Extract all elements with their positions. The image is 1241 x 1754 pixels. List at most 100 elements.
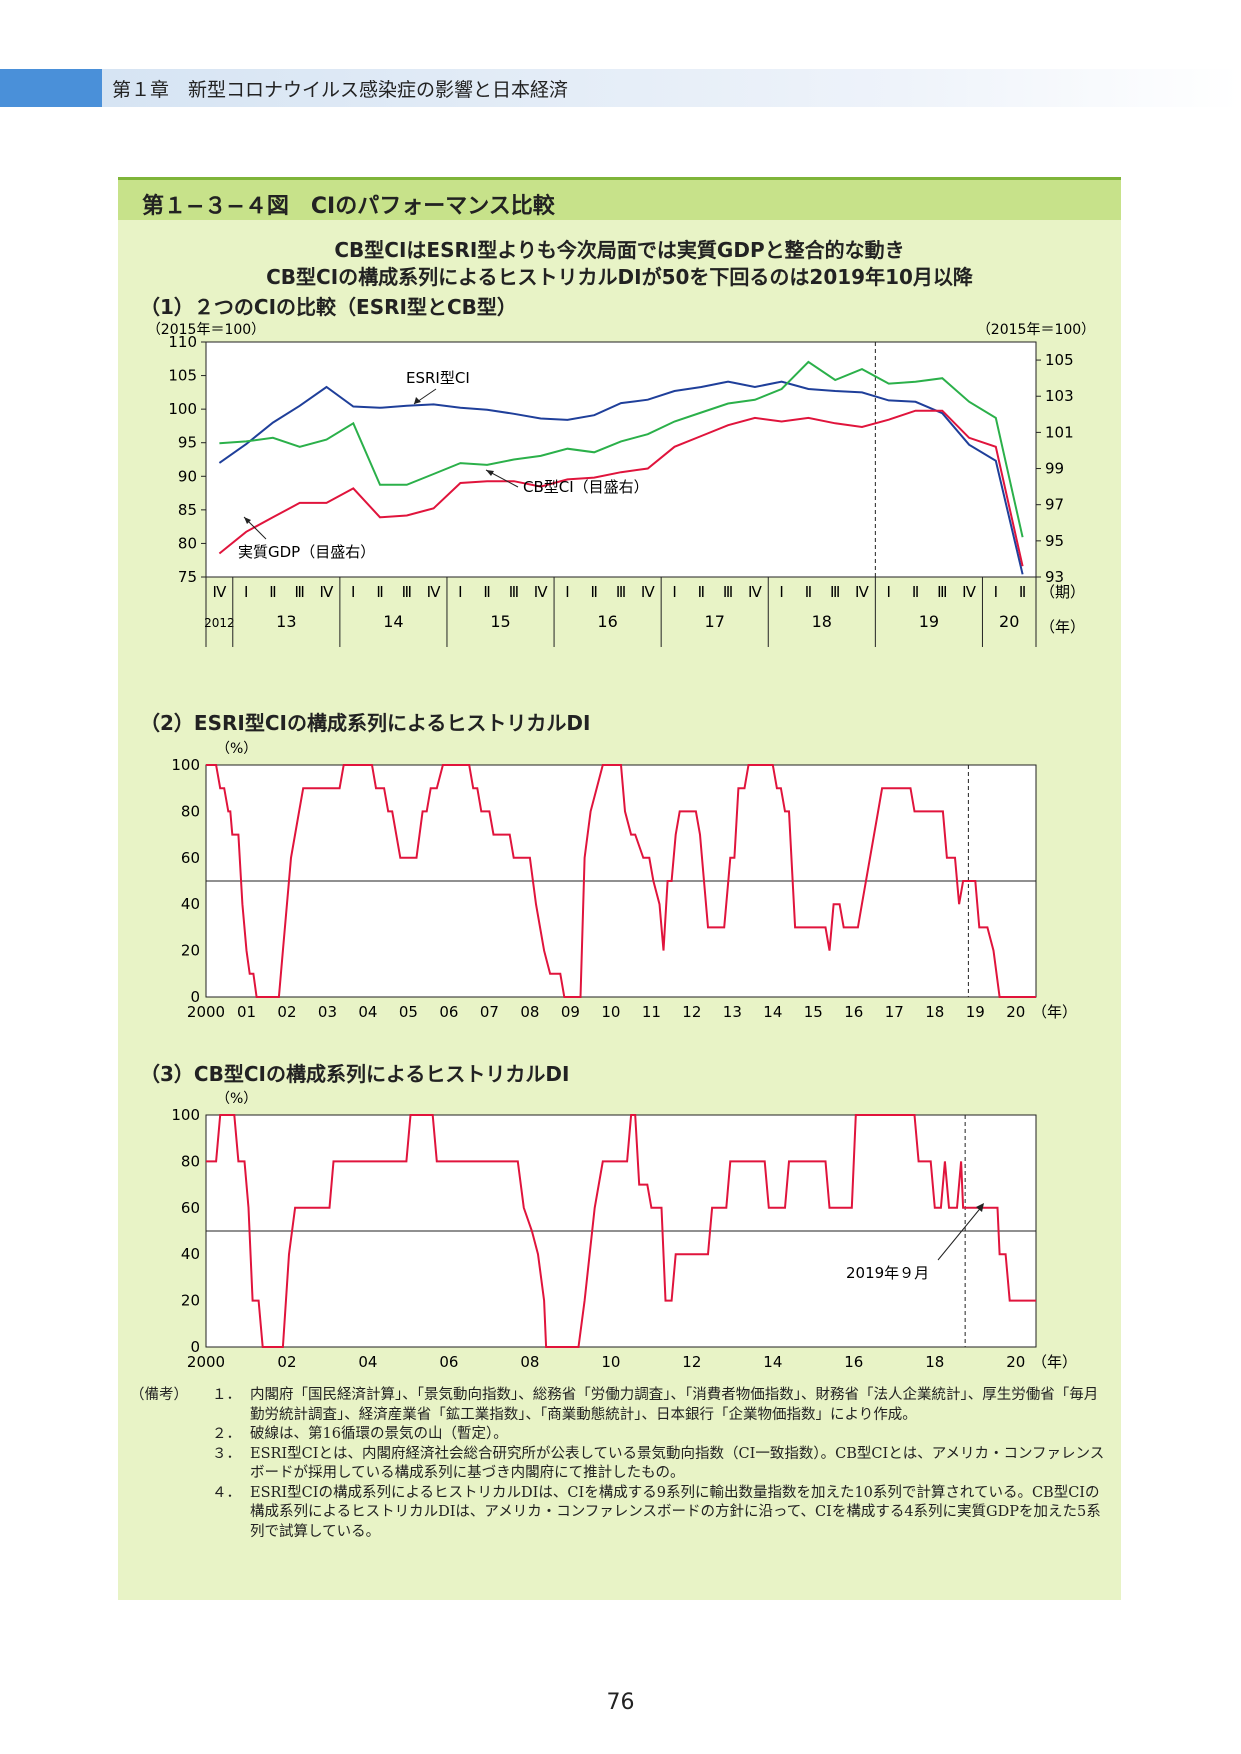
figure-headline-1: CB型CIはESRI型よりも今次局面では実質GDPと整合的な動き bbox=[334, 238, 905, 262]
chart1-left-tick-label: 100 bbox=[168, 400, 197, 418]
page-number: 76 bbox=[606, 1690, 635, 1715]
figure-header: 第１−３−４図 CIのパフォーマンス比較 bbox=[118, 177, 1121, 220]
chart1-quarter-label: Ⅱ bbox=[376, 583, 383, 601]
chart2-x-tick-label: 20 bbox=[1006, 1003, 1025, 1021]
chart1-quarter-label: Ⅲ bbox=[830, 583, 840, 601]
chart1-title: （1）２つのCIの比較（ESRI型とCB型） bbox=[140, 295, 517, 319]
chart1-ci-comparison: （2015年＝100） （2015年＝100） 75 80 85 90 95 100 105 11… bbox=[147, 322, 1095, 647]
chart1-year-label: 17 bbox=[705, 612, 725, 631]
note-2-number: ２． bbox=[212, 1426, 241, 1442]
chart1-left-tick-label: 85 bbox=[178, 501, 197, 519]
chart1-quarter-label: Ⅳ bbox=[962, 583, 976, 601]
figure-panel: 第１−３−４図 CIのパフォーマンス比較 CB型CIはESRI型よりも今次局面で… bbox=[118, 177, 1121, 1600]
chart2-y-tick-label: 80 bbox=[181, 802, 200, 820]
chart1-quarter-label: Ⅱ bbox=[1019, 583, 1026, 601]
chapter-header: 第１章 新型コロナウイルス感染症の影響と日本経済 bbox=[0, 69, 1241, 107]
chart3-di-line bbox=[206, 1114, 1036, 1348]
chart3-x-tick-label: 18 bbox=[925, 1353, 944, 1371]
chart1-year-axis-unit: （年） bbox=[1040, 618, 1085, 636]
chart2-x-tick-label: 08 bbox=[520, 1003, 539, 1021]
chart3-x-tick-label: 10 bbox=[601, 1353, 620, 1371]
chart1-year-label: 18 bbox=[812, 612, 832, 631]
chart2-x-tick-label: 15 bbox=[804, 1003, 823, 1021]
chart1-quarter-label: Ⅰ bbox=[994, 583, 998, 601]
note-4-number: ４． bbox=[212, 1484, 241, 1501]
note-2: ２． 破線は、第16循環の景気の山（暫定）。 bbox=[130, 1425, 1110, 1445]
chart2-x-tick-label: 07 bbox=[480, 1003, 499, 1021]
chart3-x-tick-label: 16 bbox=[844, 1353, 863, 1371]
chart2-x-tick-label: 05 bbox=[399, 1003, 418, 1021]
chart1-quarter-label: Ⅱ bbox=[805, 583, 812, 601]
chart3-x-tick-label: 14 bbox=[763, 1353, 782, 1371]
chart1-quarter-label: Ⅰ bbox=[887, 583, 891, 601]
chart3-cb-historical-di: （%） 0 20 40 60 80 100 2000 02 04 06 08 10 12 14 16 18 20 （… bbox=[171, 1091, 1077, 1371]
chart2-y-tick-label: 40 bbox=[181, 895, 200, 913]
chart2-y-tick-label: 60 bbox=[181, 849, 200, 867]
chart2-x-tick-label: 06 bbox=[439, 1003, 458, 1021]
chart2-x-tick-label: 18 bbox=[925, 1003, 944, 1021]
chart1-quarter-label: Ⅲ bbox=[402, 583, 412, 601]
chart1-quarter-label: Ⅳ bbox=[855, 583, 869, 601]
note-2-text: 破線は、第16循環の景気の山（暫定）。 bbox=[250, 1426, 508, 1442]
chart1-right-tick-label: 99 bbox=[1045, 460, 1064, 478]
chart3-annotation-label: 2019年９月 bbox=[846, 1264, 929, 1282]
chart1-left-tick-label: 75 bbox=[178, 568, 197, 586]
chart1-quarter-label: Ⅳ bbox=[641, 583, 655, 601]
chart2-x-tick-label: 16 bbox=[844, 1003, 863, 1021]
chart2-y-tick-label: 100 bbox=[171, 756, 200, 774]
chart2-x-tick-label: 04 bbox=[358, 1003, 377, 1021]
chart1-quarter-label: Ⅰ bbox=[672, 583, 676, 601]
chart2-title: （2）ESRI型CIの構成系列によるヒストリカルDI bbox=[140, 711, 591, 735]
chart1-quarter-label: Ⅲ bbox=[723, 583, 733, 601]
chart2-x-tick-label: 12 bbox=[682, 1003, 701, 1021]
chart3-y-tick-label: 20 bbox=[181, 1292, 200, 1310]
chart1-quarter-label: Ⅲ bbox=[937, 583, 947, 601]
chart1-arrowhead-cb bbox=[486, 470, 494, 476]
chart2-di-line bbox=[206, 764, 1036, 998]
chart2-y-tick-label: 20 bbox=[181, 942, 200, 960]
chart2-x-tick-label: 10 bbox=[601, 1003, 620, 1021]
chart1-right-tick-label: 105 bbox=[1045, 351, 1074, 369]
chart1-label-esri: ESRI型CI bbox=[406, 369, 470, 387]
chart1-quarter-label: Ⅳ bbox=[534, 583, 548, 601]
chart3-y-unit: （%） bbox=[216, 1091, 257, 1107]
chart3-x-tick-label: 08 bbox=[520, 1353, 539, 1371]
chart1-right-tick-label: 101 bbox=[1045, 423, 1074, 441]
chart3-x-tick-label: 04 bbox=[358, 1353, 377, 1371]
chart1-left-tick-label: 110 bbox=[168, 333, 197, 351]
chart1-quarter-label: Ⅳ bbox=[212, 583, 226, 601]
chart3-annotation-arrowhead bbox=[976, 1203, 984, 1212]
chart1-left-axis-unit: （2015年＝100） bbox=[147, 322, 265, 338]
figure-notes: （備考） １． 内閣府「国民経済計算」、「景気動向指数」、総務省「労働力調査」、… bbox=[130, 1386, 1110, 1542]
chart1-quarter-label: Ⅰ bbox=[458, 583, 462, 601]
chart2-x-tick-label: 13 bbox=[723, 1003, 742, 1021]
chart1-right-axis-unit: （2015年＝100） bbox=[977, 322, 1095, 338]
chart1-quarter-label: Ⅱ bbox=[591, 583, 598, 601]
chart1-quarter-label: Ⅰ bbox=[351, 583, 355, 601]
chart3-y-tick-label: 100 bbox=[171, 1106, 200, 1124]
chart1-year-label: 15 bbox=[490, 612, 510, 631]
chart1-series-line-0 bbox=[218, 380, 1024, 575]
chart2-y-unit: （%） bbox=[216, 741, 257, 757]
figure-title: 第１−３−４図 CIのパフォーマンス比較 bbox=[142, 194, 555, 219]
chart3-x-tick-label: 2000 bbox=[187, 1353, 225, 1371]
chart1-left-tick-label: 80 bbox=[178, 534, 197, 552]
note-3: ３． ESRI型CIとは、内閣府経済社会総合研究所が公表している景気動向指数（C… bbox=[130, 1445, 1110, 1484]
chart2-x-tick-label: 19 bbox=[966, 1003, 985, 1021]
chart1-quarter-label: Ⅲ bbox=[509, 583, 519, 601]
chart3-x-tick-label: 02 bbox=[277, 1353, 296, 1371]
chart2-y-tick-label: 0 bbox=[190, 988, 200, 1006]
chart3-x-tick-label: 20 bbox=[1006, 1353, 1025, 1371]
chart2-x-tick-label: 09 bbox=[561, 1003, 580, 1021]
chart2-x-tick-label: 17 bbox=[885, 1003, 904, 1021]
chart3-annotation-arrow bbox=[937, 1204, 984, 1261]
chart1-quarter-axis-unit: （期） bbox=[1040, 583, 1085, 601]
chart1-quarter-label: Ⅳ bbox=[320, 583, 334, 601]
chart1-plot-area bbox=[205, 341, 1037, 578]
chart1-quarter-label: Ⅰ bbox=[779, 583, 783, 601]
chart2-x-tick-label: 01 bbox=[237, 1003, 256, 1021]
figure-headline-2: CB型CIの構成系列によるヒストリカルDIが50を下回るのは2019年10月以降 bbox=[266, 265, 973, 289]
chart1-year-label: 14 bbox=[383, 612, 403, 631]
chart2-x-tick-label: 11 bbox=[642, 1003, 661, 1021]
chart1-left-tick-label: 90 bbox=[178, 467, 197, 485]
